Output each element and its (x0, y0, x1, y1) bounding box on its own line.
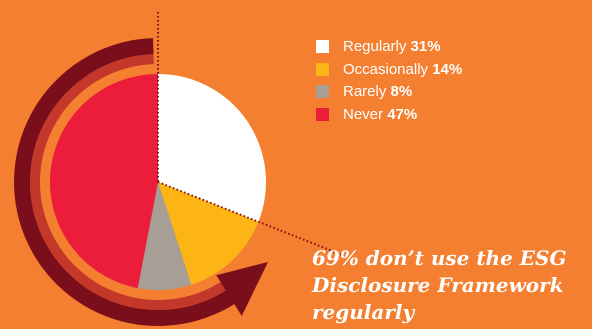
pie-slice-never (49, 74, 159, 289)
annotation-arc (13, 38, 269, 327)
legend-swatch (316, 107, 329, 121)
legend-item-rarely: Rarely 8% (316, 83, 462, 106)
legend-item-occasionally: Occasionally 14% (316, 61, 462, 84)
pie-slice-regularly (158, 74, 266, 222)
legend-value: 31% (410, 38, 441, 55)
legend-label: Regularly (343, 38, 407, 55)
pie-slice-rarely (137, 182, 192, 290)
legend-value: 14% (432, 60, 463, 78)
legend-swatch (316, 62, 329, 76)
pie-slices (49, 74, 266, 290)
legend-swatch (316, 40, 329, 53)
legend-label: Occasionally (343, 60, 429, 78)
annotation-arc-inner (29, 54, 241, 310)
legend-item-never: Never 47% (316, 106, 462, 129)
leader-lines (157, 12, 345, 257)
legend-swatch (316, 85, 329, 98)
leader-line-callout (157, 181, 345, 257)
annotation-arc-outer (13, 38, 243, 327)
callout-text: 69% don’t use the ESG Disclosure Framewo… (312, 246, 567, 324)
legend: Regularly 31% Occasionally 14% Rarely 8%… (316, 38, 462, 128)
pie-slice-occasionally (158, 182, 259, 285)
legend-item-regularly: Regularly 31% (316, 38, 462, 61)
legend-value: 47% (387, 105, 418, 123)
legend-value: 8% (390, 83, 413, 100)
legend-label: Rarely (343, 83, 387, 100)
legend-label: Never (343, 105, 384, 123)
annotation-arrowhead (216, 261, 269, 316)
